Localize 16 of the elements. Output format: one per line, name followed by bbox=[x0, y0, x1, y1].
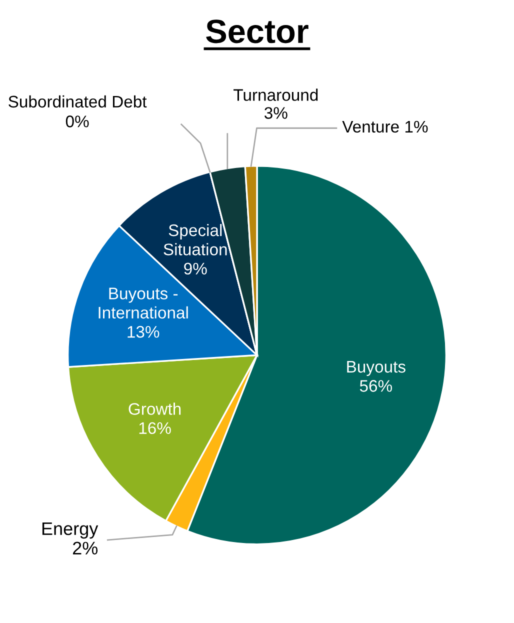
text: 0% bbox=[66, 116, 89, 128]
category-label: Subordinated Debt bbox=[8, 95, 147, 108]
data-label: 9% bbox=[184, 262, 207, 275]
slice-label: Turnaround bbox=[234, 88, 318, 101]
slice-label: Buyouts bbox=[347, 361, 406, 376]
data-label: 56% bbox=[360, 380, 392, 392]
data-label: 13% bbox=[128, 326, 160, 338]
slice-label: Growth bbox=[128, 402, 181, 415]
slice-label: Buyouts - International bbox=[98, 288, 188, 319]
chart-title: Sector bbox=[206, 20, 308, 44]
data-label: 3% bbox=[264, 107, 288, 119]
data-label: 2% bbox=[72, 542, 98, 554]
slice-label: Special Situation bbox=[164, 224, 227, 256]
slice-label: Venture 1% bbox=[342, 120, 428, 133]
slice-label: Energy bbox=[42, 522, 98, 539]
data-label: 16% bbox=[139, 422, 171, 434]
